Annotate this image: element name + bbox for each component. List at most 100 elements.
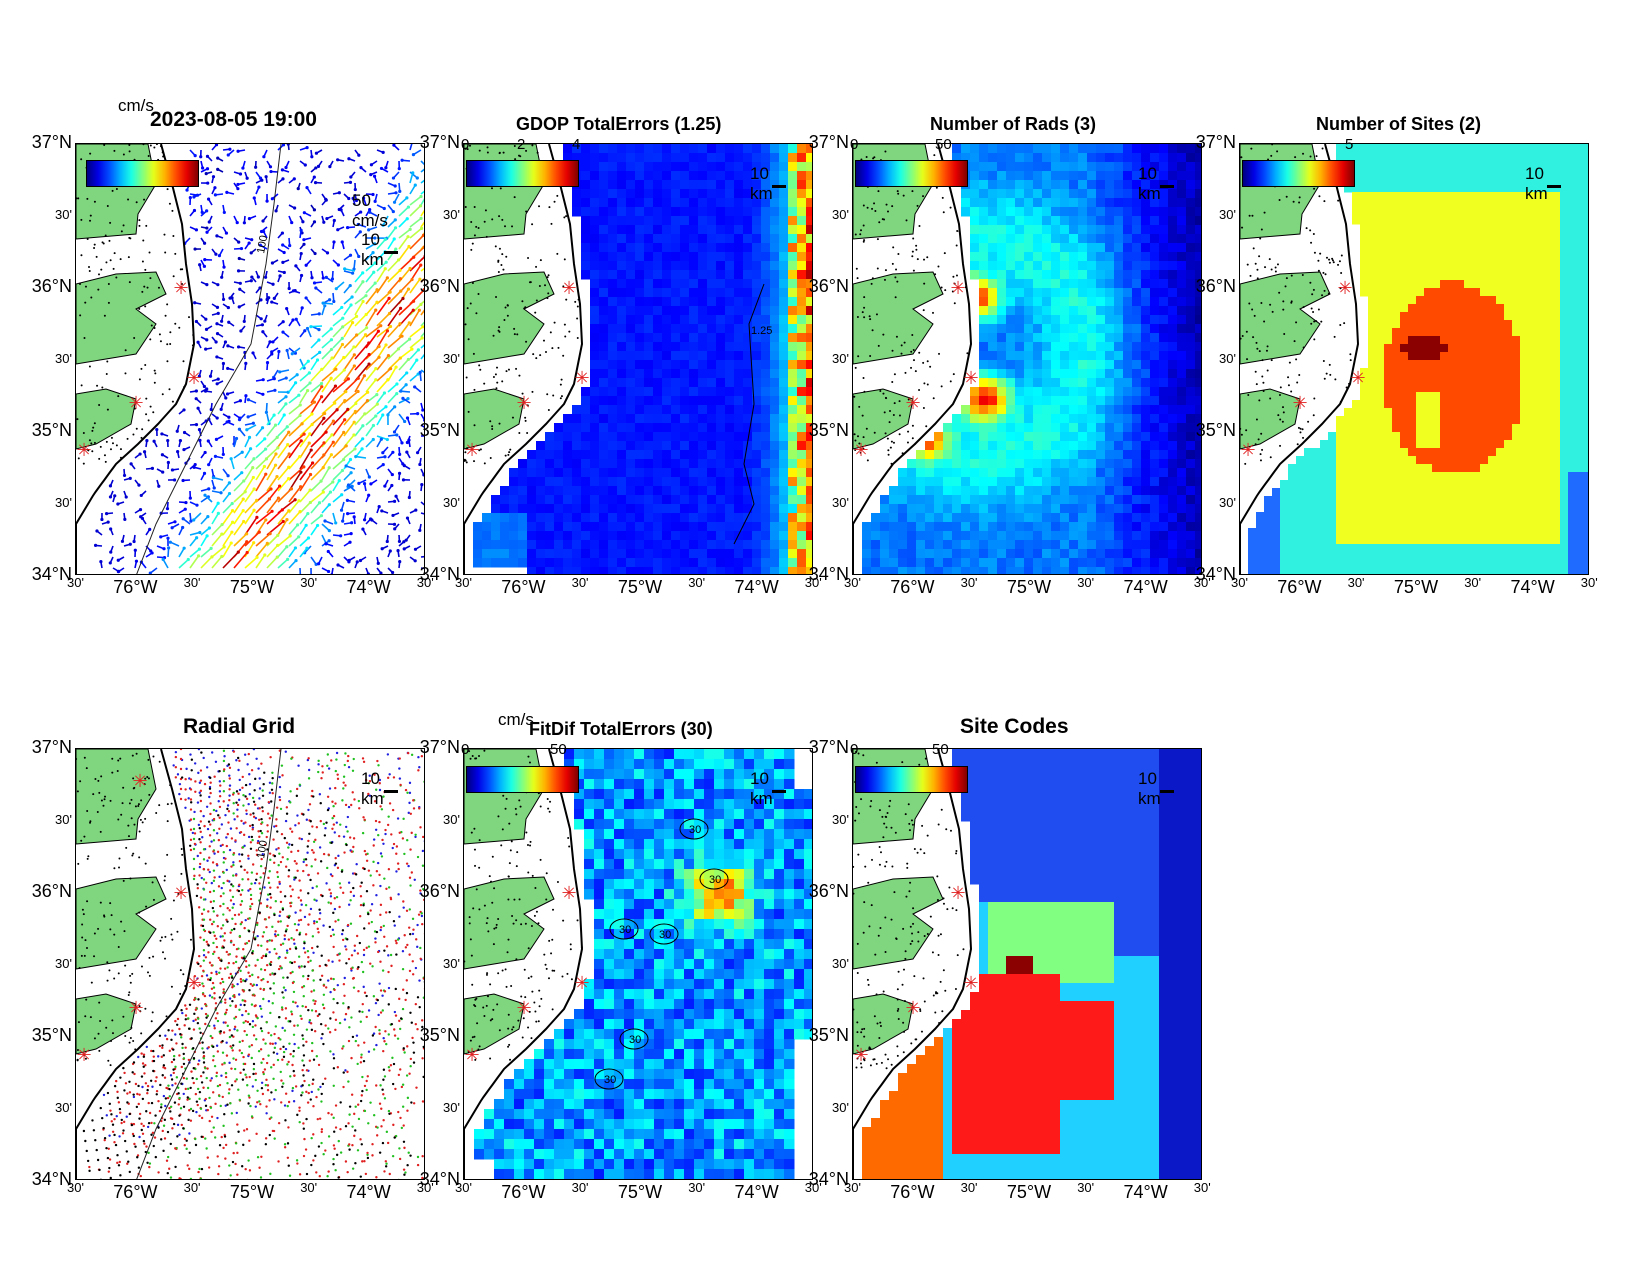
grid-cell (707, 342, 717, 352)
grid-cell (806, 198, 812, 208)
grid-cell (716, 207, 726, 217)
grid-cell (698, 477, 708, 487)
shoreline-dot (161, 151, 164, 154)
current-vector (200, 556, 213, 569)
grid-cell (716, 288, 726, 298)
shoreline-dot (492, 334, 495, 337)
grid-cell (734, 387, 744, 397)
grid-cell (680, 162, 690, 172)
grid-cell (590, 423, 600, 433)
grid-cell (770, 234, 780, 244)
grid-cell (653, 225, 663, 235)
grid-cell (797, 567, 807, 574)
grid-cell (1024, 495, 1034, 505)
grid-cell (1186, 297, 1196, 307)
grid-cell (1195, 342, 1201, 352)
grid-cell (1033, 342, 1043, 352)
grid-cell (590, 477, 600, 487)
grid-cell (880, 513, 890, 523)
grid-cell (1159, 297, 1169, 307)
grid-cell (1033, 441, 1043, 451)
current-vector (299, 382, 311, 393)
grid-cell (770, 180, 780, 190)
shoreline-dot (478, 449, 481, 452)
grid-cell (806, 279, 812, 289)
current-vector-head (293, 546, 298, 550)
grid-cell (797, 171, 807, 181)
current-vector-head (140, 516, 145, 521)
current-vector-head (328, 298, 332, 302)
current-vector-head (128, 542, 132, 546)
current-vector (332, 512, 337, 524)
grid-cell (1069, 495, 1079, 505)
current-vector-head (340, 240, 344, 244)
grid-cell (779, 531, 789, 541)
shoreline-dot (138, 307, 141, 310)
grid-cell (1105, 477, 1115, 487)
grid-cell (1105, 567, 1115, 574)
map-frame-currents[interactable]: 100✳✳✳✳✳ (75, 143, 425, 575)
grid-cell (997, 189, 1007, 199)
grid-cell (1123, 513, 1133, 523)
current-vector (343, 421, 355, 437)
current-vector (354, 313, 367, 327)
grid-cell (1069, 486, 1079, 496)
grid-cell (626, 558, 636, 568)
current-vector (420, 332, 424, 338)
grid-cell (1060, 315, 1070, 325)
grid-cell (1141, 189, 1151, 199)
map-frame-gdop[interactable]: 1.25✳✳✳✳✳ (463, 143, 813, 575)
grid-cell (545, 468, 555, 478)
current-vector-head (336, 228, 340, 232)
current-vector-head (392, 522, 397, 526)
current-vector-head (172, 478, 177, 482)
current-vector-head (406, 287, 411, 291)
grid-cell (871, 531, 881, 541)
current-vector-head (263, 275, 268, 279)
grid-cell (788, 315, 798, 325)
grid-cell (797, 234, 807, 244)
grid-cell (1123, 171, 1133, 181)
grid-cell (797, 360, 807, 370)
grid-cell (943, 495, 953, 505)
grid-cell (680, 306, 690, 316)
shoreline-dot (891, 205, 894, 208)
current-vector-head (348, 457, 353, 462)
grid-cell (734, 450, 744, 460)
grid-cell (761, 207, 771, 217)
grid-cell (1114, 369, 1124, 379)
map-frame-nrads[interactable]: ✳✳✳✳✳ (852, 143, 1202, 575)
shoreline-dot (111, 442, 114, 445)
grid-cell (743, 387, 753, 397)
grid-cell (743, 342, 753, 352)
grid-cell (1069, 513, 1079, 523)
shoreline-dot (464, 451, 467, 454)
current-vector-head (314, 151, 319, 155)
shoreline-dot (504, 225, 507, 228)
current-vector (365, 415, 377, 426)
current-vector-head (239, 246, 244, 251)
current-vector-head (113, 494, 117, 498)
grid-cell (880, 522, 890, 532)
grid-cell (952, 459, 962, 469)
current-vector-head (252, 541, 256, 545)
current-vector-head (394, 365, 398, 369)
grid-cell (1078, 450, 1088, 460)
current-vector-head (334, 521, 338, 525)
shoreline-dot (538, 205, 541, 208)
grid-cell (671, 207, 681, 217)
grid-cell (1114, 540, 1124, 550)
grid-cell (997, 459, 1007, 469)
shoreline-dot (903, 341, 906, 344)
grid-cell (1051, 216, 1061, 226)
grid-cell (554, 540, 564, 550)
grid-cell (509, 540, 519, 550)
grid-cell (1195, 495, 1201, 505)
current-vector (299, 423, 313, 437)
shoreline-dot (180, 283, 183, 286)
grid-cell (671, 351, 681, 361)
shoreline-dot (896, 280, 899, 283)
shoreline-dot (495, 387, 498, 390)
grid-cell (1015, 531, 1025, 541)
grid-cell (788, 162, 798, 172)
